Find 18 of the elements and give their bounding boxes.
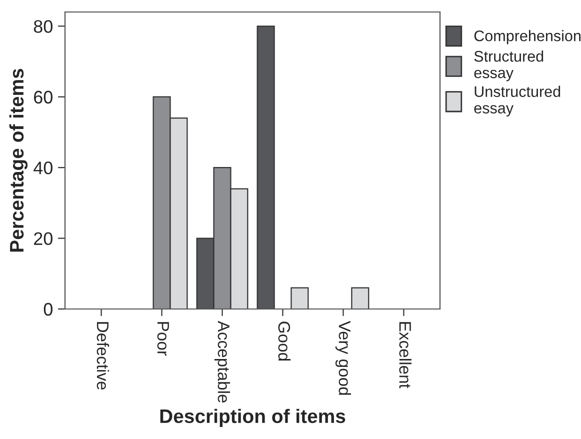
x-tick-label: Very good bbox=[335, 320, 351, 395]
x-tick-label: Acceptable bbox=[214, 320, 230, 403]
x-tick-label: Defective bbox=[96, 322, 110, 390]
y-tick-label: 0 bbox=[44, 302, 52, 316]
x-axis-title: Description of items bbox=[160, 408, 346, 427]
y-tick-label: 80 bbox=[34, 20, 52, 33]
y-tick-label: 60 bbox=[34, 90, 52, 104]
x-tick-label: Excellent bbox=[399, 322, 412, 388]
x-tick-label: Good bbox=[278, 322, 291, 361]
x-tick-label: Poor bbox=[157, 322, 169, 356]
legend-label: Structured essay bbox=[474, 50, 544, 82]
y-axis-title: Percentage of items bbox=[9, 68, 28, 252]
legend-label: Comprehension bbox=[474, 30, 580, 44]
bar bbox=[290, 287, 309, 309]
legend-label: Unstructured essay bbox=[474, 86, 560, 116]
y-tick-label: 40 bbox=[34, 162, 52, 174]
y-tick-label: 20 bbox=[34, 232, 52, 246]
bar bbox=[351, 287, 370, 309]
